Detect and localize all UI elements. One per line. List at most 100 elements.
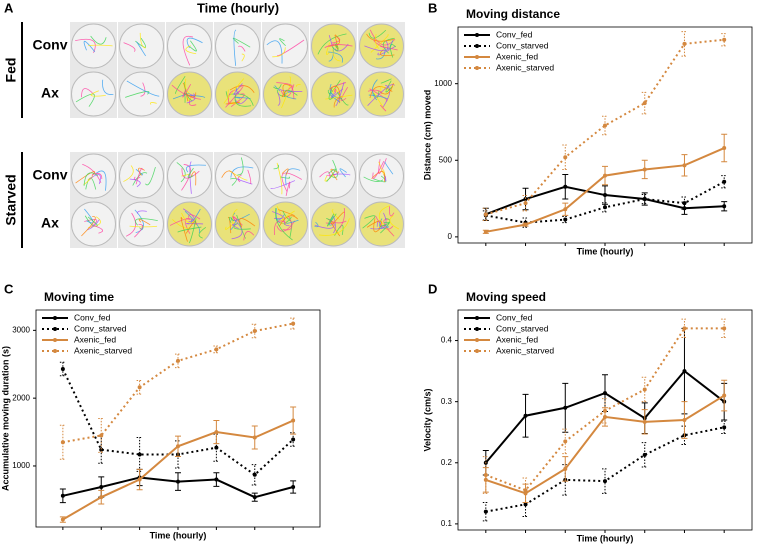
trajectory — [330, 159, 338, 178]
trajectory — [330, 168, 338, 181]
dish — [167, 201, 212, 247]
trajectory — [89, 174, 101, 185]
data-point — [137, 477, 142, 482]
dish — [119, 153, 164, 199]
trajectory — [87, 216, 98, 226]
data-point — [722, 393, 727, 398]
data-point — [722, 146, 727, 151]
y-tick-label: 0.3 — [441, 397, 453, 406]
data-point — [291, 321, 296, 326]
trajectory — [145, 166, 156, 186]
data-point — [682, 163, 687, 168]
trajectory — [135, 218, 158, 226]
trajectory — [324, 44, 353, 48]
trajectory — [232, 223, 239, 229]
data-point — [99, 433, 104, 438]
data-point — [563, 155, 568, 160]
row-label: Ax — [41, 85, 59, 101]
panel-letter: C — [4, 281, 14, 296]
trajectory — [181, 168, 200, 179]
data-point — [523, 197, 528, 202]
chart-title: Moving time — [44, 290, 114, 304]
trajectory — [181, 212, 197, 224]
legend-marker — [475, 44, 479, 48]
data-point — [214, 445, 219, 450]
trajectory — [383, 218, 395, 237]
trajectory — [367, 89, 383, 94]
data-point — [252, 472, 257, 477]
data-point — [722, 425, 727, 430]
trajectory — [275, 208, 293, 241]
trajectory — [190, 171, 197, 186]
trajectory — [187, 167, 194, 179]
trajectory — [184, 210, 201, 234]
data-point — [642, 197, 647, 202]
trajectory — [363, 176, 384, 182]
trajectory — [235, 97, 248, 105]
data-point — [563, 405, 568, 410]
trajectory — [326, 168, 336, 183]
error-bar — [641, 91, 648, 115]
trajectory — [136, 41, 146, 57]
trajectory — [379, 221, 390, 227]
trajectory — [380, 78, 392, 84]
trajectory — [295, 84, 301, 87]
trajectory — [136, 210, 147, 214]
trajectory — [272, 47, 286, 58]
data-point — [252, 495, 257, 500]
legend-marker — [53, 349, 57, 353]
trajectory — [332, 215, 336, 234]
data-point — [642, 101, 647, 106]
x-axis-label: Time (hourly) — [577, 533, 634, 543]
trajectory — [233, 83, 243, 96]
legend-label: Axenic_starved — [74, 345, 132, 355]
trajectory — [384, 161, 394, 175]
trajectory — [282, 215, 293, 231]
trajectory — [75, 93, 95, 107]
trajectory — [328, 34, 341, 47]
trajectory — [333, 96, 342, 108]
trajectory — [329, 85, 341, 104]
trajectory — [150, 102, 157, 105]
y-axis-label: Velocity (cm/s) — [422, 388, 432, 451]
trajectory — [84, 208, 94, 224]
group-label: Fed — [3, 58, 19, 83]
trajectory — [340, 87, 349, 102]
legend-label: Axenic_fed — [74, 334, 116, 344]
trajectory — [375, 47, 386, 60]
legend-label: Conv_starved — [496, 40, 549, 50]
trajectory — [334, 224, 344, 236]
error-bar — [602, 202, 608, 213]
trajectory — [243, 231, 255, 241]
trajectory — [278, 215, 299, 227]
trajectory — [276, 39, 305, 56]
trajectory — [273, 164, 280, 170]
trajectory — [317, 33, 347, 55]
data-point — [99, 495, 104, 500]
trajectory — [333, 88, 337, 93]
group-label: Starved — [3, 174, 19, 225]
trajectory — [90, 90, 106, 97]
trajectory — [230, 166, 254, 178]
trajectory — [86, 219, 100, 231]
trajectory — [229, 93, 254, 106]
trajectory — [324, 174, 334, 182]
trajectory — [185, 221, 197, 234]
trajectory — [90, 35, 107, 45]
trajectory — [229, 85, 255, 93]
trajectory — [281, 172, 302, 192]
trajectory — [75, 38, 96, 54]
trajectory — [83, 172, 99, 186]
error-bar — [290, 317, 297, 330]
trajectory — [236, 214, 247, 239]
trajectory — [182, 83, 192, 98]
trajectory — [129, 225, 158, 228]
data-point — [682, 369, 687, 374]
data-point — [483, 509, 488, 514]
trajectory — [328, 47, 334, 62]
trajectory — [389, 206, 395, 217]
data-point — [722, 204, 727, 209]
dish — [71, 201, 116, 247]
data-point — [99, 447, 104, 452]
